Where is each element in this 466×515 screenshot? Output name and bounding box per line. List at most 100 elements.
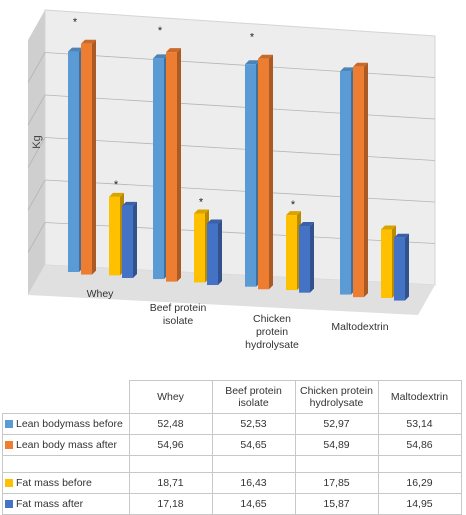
gridline (44, 94, 436, 120)
gridline (27, 52, 46, 83)
bar-top (109, 192, 124, 197)
row-label: Lean bodymass before (2, 413, 130, 435)
legend-key (5, 479, 13, 487)
table-cell: 52,97 (294, 413, 379, 435)
bar (394, 237, 405, 301)
bar-top (122, 201, 137, 206)
bar-side (92, 39, 96, 275)
bar-chart: Kg * * * * * * Whey Beef protein isolate Chicken pr… (27, 9, 436, 351)
bar-side (177, 48, 181, 282)
row-label: Fat mass before (2, 472, 130, 494)
table-cell: 54,89 (294, 434, 379, 456)
table-row: Fat mass after 17,18 14,65 15,87 14,95 (2, 493, 462, 515)
bar (245, 64, 256, 287)
bar-top (394, 233, 409, 238)
bar (81, 43, 92, 275)
gridline (44, 137, 436, 161)
bar-side (405, 233, 409, 301)
category-label: Maltodextrin (331, 321, 388, 333)
bar-top (340, 67, 355, 72)
y-axis-label: Kg (31, 135, 43, 148)
significance-marker: * (291, 199, 296, 211)
table-spacer-row (2, 455, 462, 473)
row-label-text: Fat mass before (16, 477, 92, 489)
bar (194, 213, 205, 283)
bar-top (166, 48, 181, 53)
legend-key (5, 420, 13, 428)
table-cell: 54,65 (211, 434, 296, 456)
bar-top (286, 211, 301, 216)
bar-top (68, 47, 83, 52)
bar (207, 223, 218, 286)
row-label: Lean body mass after (2, 434, 130, 456)
table-cell: 16,43 (211, 472, 296, 494)
bar-side (133, 201, 137, 278)
bar (353, 66, 364, 298)
gridline (44, 179, 436, 203)
significance-marker: * (158, 25, 163, 37)
row-label: Fat mass after (2, 493, 130, 515)
bar-top (245, 60, 260, 65)
significance-marker: * (73, 17, 78, 29)
data-table: Whey Beef protein isolate Chicken protei… (2, 380, 462, 515)
bar (68, 51, 79, 272)
row-label-text: Lean body mass after (16, 439, 117, 451)
bar-top (153, 54, 168, 59)
gridline (27, 94, 46, 126)
bar-side (218, 219, 222, 286)
bar (381, 229, 392, 298)
bar-top (381, 225, 396, 230)
bar-side (310, 222, 314, 293)
bar-top (353, 62, 368, 67)
table-row: Lean body mass after 54,96 54,65 54,89 5… (2, 434, 462, 456)
table-cell: 52,48 (128, 413, 213, 435)
bar (286, 215, 297, 291)
table-cell: 16,29 (377, 472, 462, 494)
bar (299, 226, 310, 293)
gridline (44, 52, 436, 78)
category-label: Beef protein isolate (150, 302, 207, 327)
table-row: Fat mass before 18,71 16,43 17,85 16,29 (2, 472, 462, 494)
gridline (27, 222, 46, 253)
table-cell (377, 455, 462, 473)
table-cell (211, 455, 296, 473)
significance-marker: * (114, 179, 119, 191)
bar-top (81, 39, 96, 44)
bar-side (269, 54, 273, 290)
significance-marker: * (250, 32, 255, 44)
bar-top (207, 219, 222, 224)
table-header-cell: Beef protein isolate (211, 380, 296, 414)
table-header-cell: Chicken protein hydrolysate (294, 380, 379, 414)
legend-key (5, 500, 13, 508)
table-header-cell: Whey (128, 380, 213, 414)
table-row: Lean bodymass before 52,48 52,53 52,97 5… (2, 413, 462, 435)
bar (153, 58, 164, 280)
table-cell (2, 455, 130, 473)
row-label-text: Fat mass after (16, 498, 84, 510)
row-label-text: Lean bodymass before (16, 418, 123, 430)
significance-marker: * (199, 197, 204, 209)
table-cell: 54,96 (128, 434, 213, 456)
table-cell: 14,95 (377, 493, 462, 515)
bar (122, 205, 133, 278)
bar-top (258, 54, 273, 59)
table-cell: 17,85 (294, 472, 379, 494)
table-cell: 53,14 (377, 413, 462, 435)
bar-side (364, 62, 368, 298)
table-cell (294, 455, 379, 473)
legend-key (5, 441, 13, 449)
back-wall (44, 9, 436, 286)
table-cell (128, 455, 213, 473)
table-cell: 17,18 (128, 493, 213, 515)
bar (166, 52, 177, 282)
table-header-row: Whey Beef protein isolate Chicken protei… (2, 380, 462, 414)
table-cell: 18,71 (128, 472, 213, 494)
table-cell: 54,86 (377, 434, 462, 456)
table-cell: 52,53 (211, 413, 296, 435)
table-header-cell: Maltodextrin (377, 380, 462, 414)
bar-top (194, 209, 209, 214)
table-corner (2, 380, 130, 414)
gridline (27, 179, 46, 211)
gridline (27, 137, 46, 168)
table-cell: 15,87 (294, 493, 379, 515)
